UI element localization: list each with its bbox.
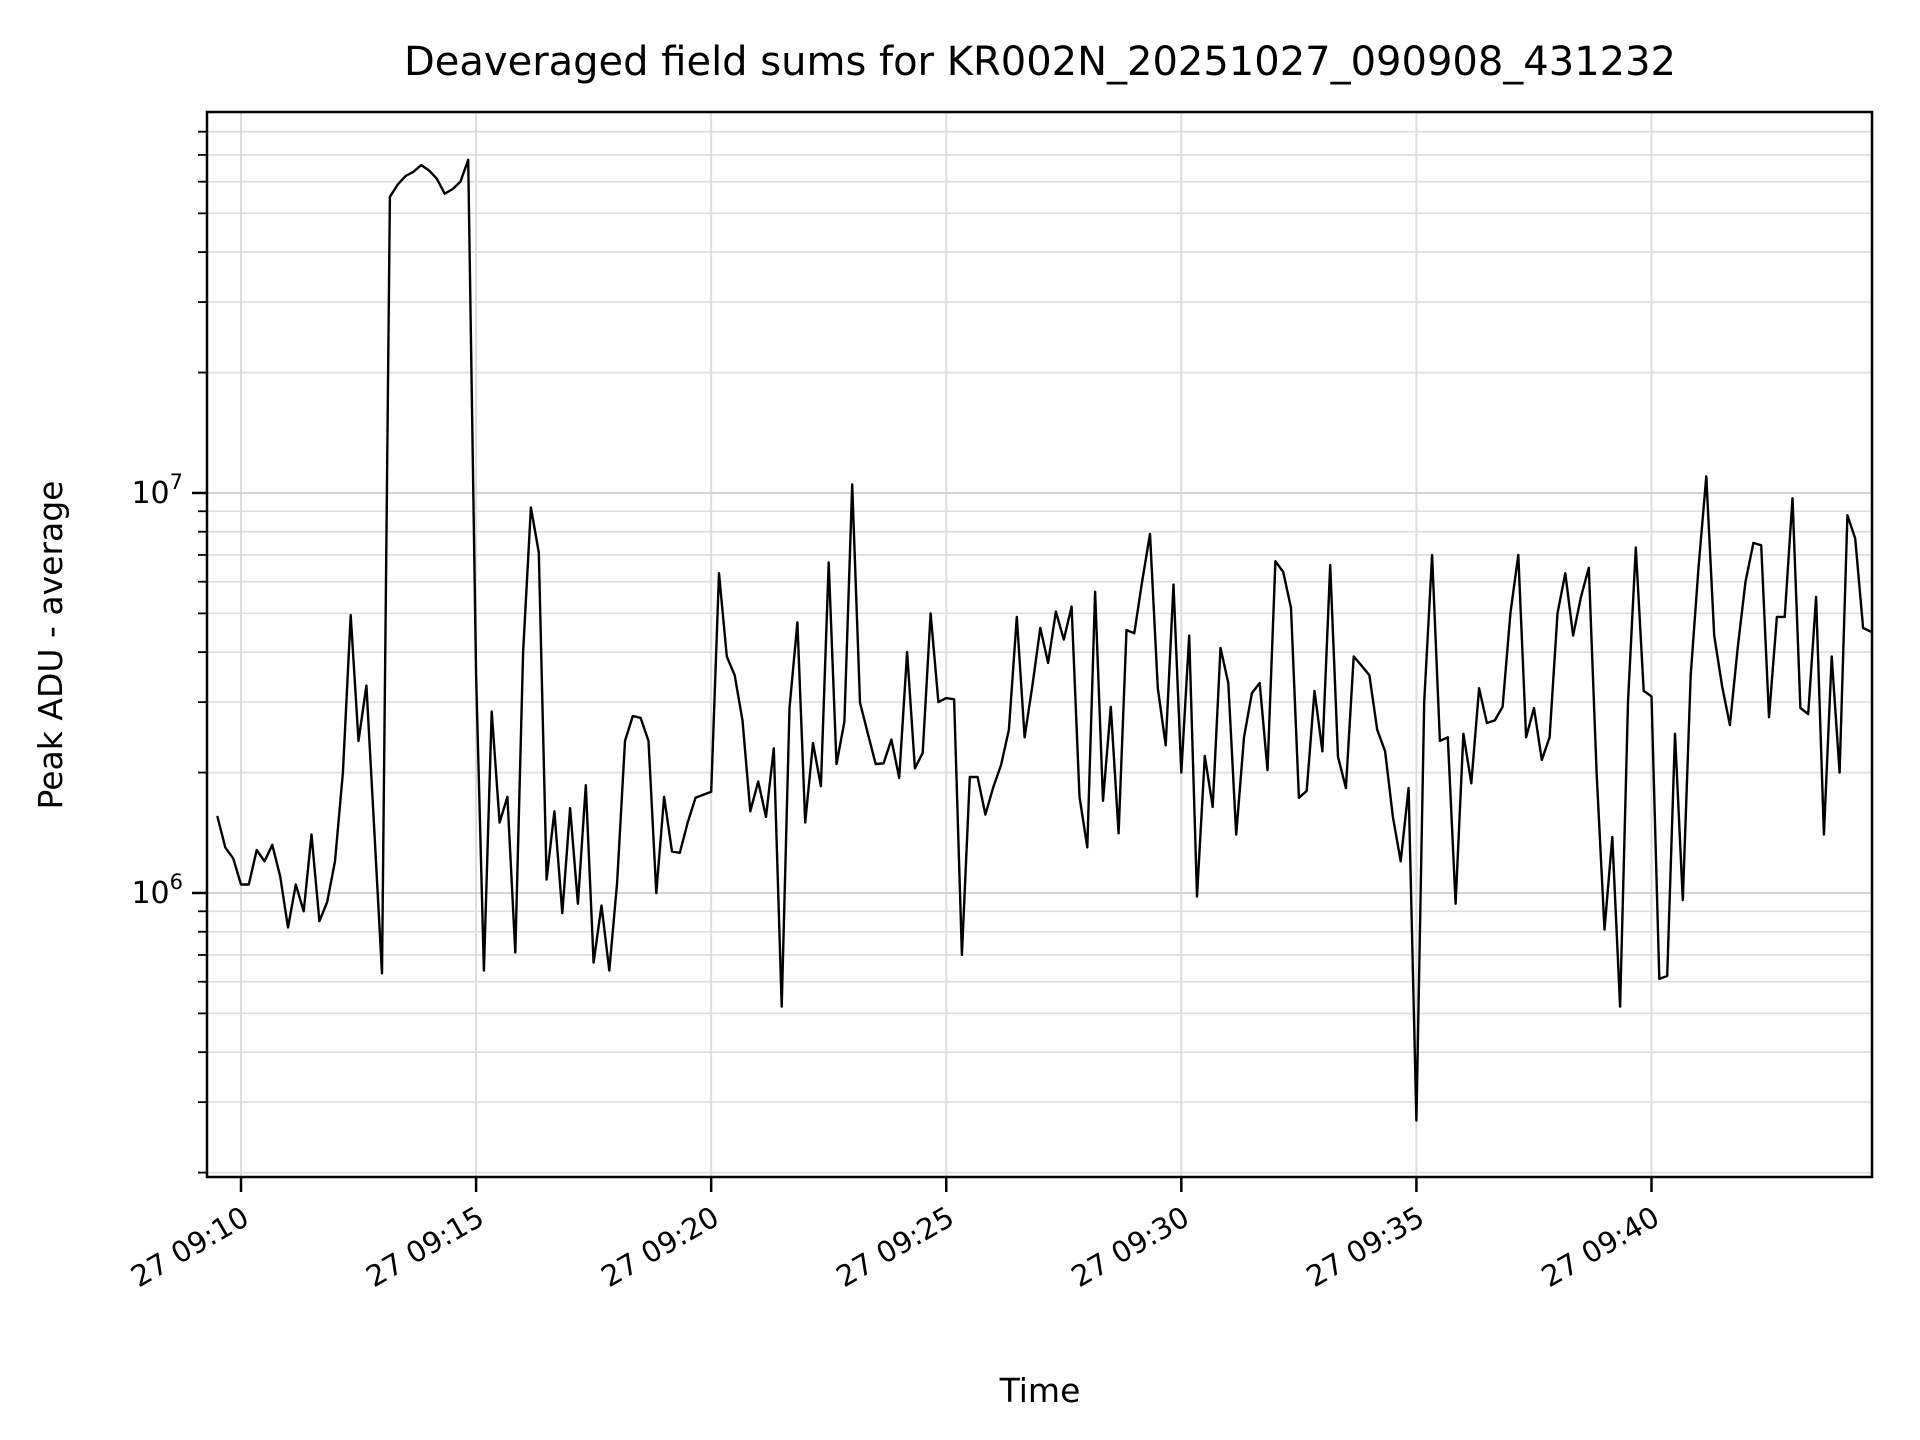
x-tick-label: 27 09:15: [360, 1200, 489, 1294]
x-tick-label: 27 09:25: [830, 1200, 959, 1294]
data-polyline: [216, 158, 1873, 1122]
x-tick-label: 27 09:30: [1065, 1200, 1194, 1294]
x-tick-label: 27 09:40: [1536, 1200, 1665, 1294]
x-tick-label: 27 09:20: [595, 1200, 724, 1294]
x-tick-label: 27 09:10: [125, 1200, 254, 1294]
label-layer: Deaveraged field sums for KR002N_2025102…: [31, 39, 1676, 1410]
y-tick-label: 107: [131, 470, 183, 511]
y-axis-label: Peak ADU - average: [31, 481, 70, 810]
axis-layer: 27 09:10 27 09:15 27 09:20 27 09:25 27 09:30…: [125, 110, 1874, 1294]
data-layer: [216, 158, 1873, 1122]
grid-layer: [207, 112, 1872, 1177]
x-tick-label: 27 09:35: [1301, 1200, 1430, 1294]
chart-title: Deaveraged field sums for KR002N_2025102…: [404, 39, 1676, 85]
y-tick-label: 106: [131, 870, 183, 911]
x-axis-label: Time: [999, 1371, 1081, 1410]
plot-border: [205, 110, 1874, 1179]
